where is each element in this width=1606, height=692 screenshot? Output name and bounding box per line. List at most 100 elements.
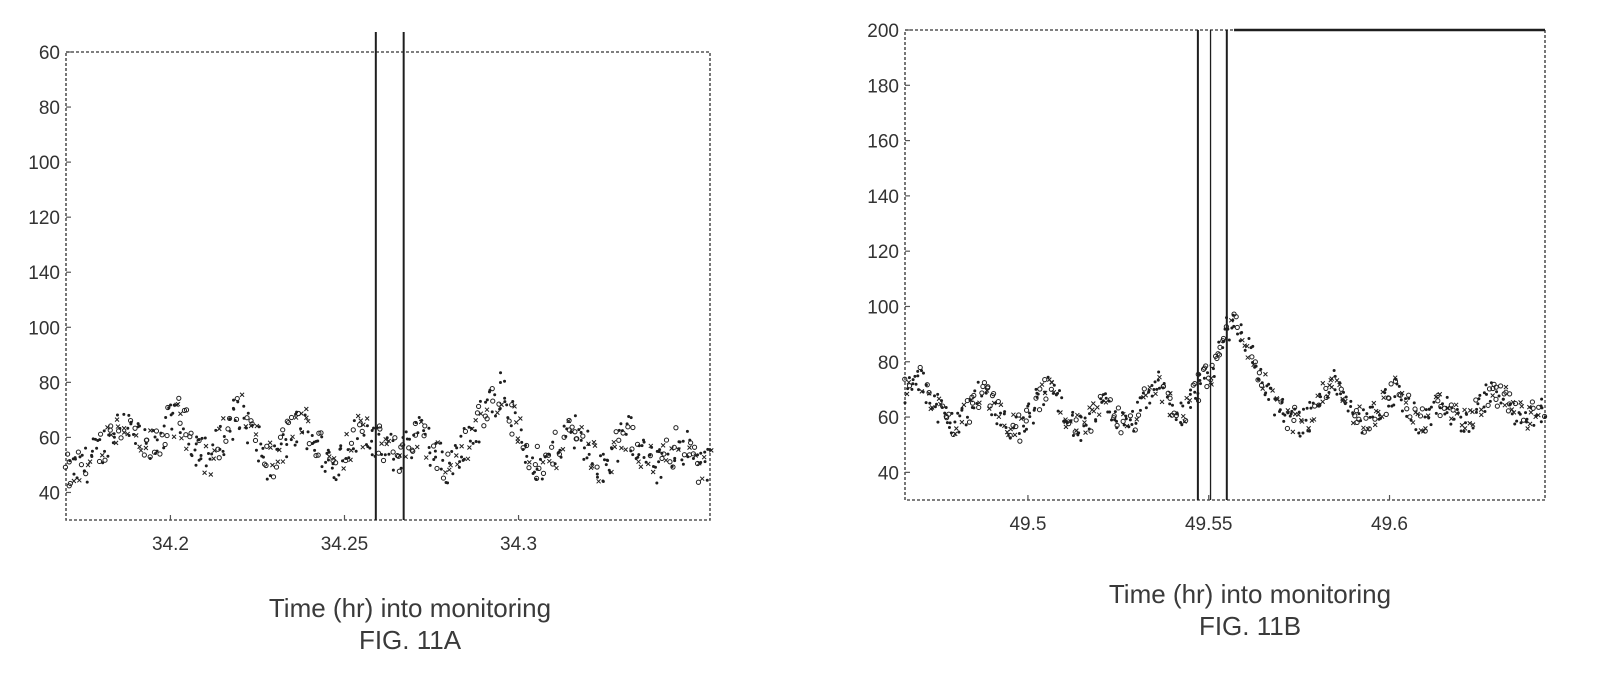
data-point — [977, 400, 982, 406]
x-tick-label: 34.25 — [321, 534, 369, 555]
data-point — [162, 446, 166, 450]
data-point — [1071, 410, 1075, 414]
data-point — [1465, 412, 1469, 416]
data-point — [499, 402, 504, 408]
data-point — [144, 437, 150, 443]
data-point — [1284, 425, 1291, 432]
data-point — [333, 460, 339, 466]
data-point — [96, 458, 103, 465]
data-point — [677, 447, 681, 451]
data-point — [1189, 388, 1193, 392]
data-point — [377, 432, 381, 436]
data-point — [484, 416, 490, 422]
data-point — [582, 457, 586, 461]
data-point — [155, 449, 159, 453]
data-point — [211, 443, 215, 447]
data-point — [976, 404, 982, 411]
data-point — [320, 435, 324, 439]
data-point — [1462, 426, 1468, 431]
data-point — [188, 430, 194, 436]
data-point — [127, 413, 131, 417]
data-point — [1417, 413, 1424, 419]
data-point — [350, 427, 356, 433]
data-point — [399, 466, 403, 470]
data-point — [112, 435, 116, 439]
data-point — [1361, 429, 1367, 435]
data-point — [1482, 391, 1486, 395]
data-point — [703, 460, 707, 464]
data-point — [1427, 416, 1431, 420]
data-point — [1141, 386, 1147, 392]
data-point — [231, 437, 235, 441]
data-point — [1412, 406, 1418, 412]
data-point — [953, 420, 957, 424]
data-point — [445, 451, 451, 457]
data-point — [202, 470, 207, 476]
data-point — [280, 459, 286, 464]
data-point — [1493, 396, 1499, 402]
y-tick-label: 80 — [39, 373, 60, 394]
data-point — [1437, 391, 1443, 397]
data-point — [1407, 414, 1413, 420]
data-point — [619, 422, 623, 426]
data-point — [337, 473, 341, 477]
data-point — [414, 421, 418, 425]
data-point — [515, 436, 521, 441]
data-points — [902, 311, 1548, 444]
data-point — [499, 371, 503, 375]
data-point — [1193, 390, 1197, 394]
data-point — [495, 410, 500, 416]
data-point — [1188, 392, 1192, 396]
data-point — [90, 449, 94, 453]
data-point — [324, 460, 328, 464]
data-point — [414, 444, 420, 450]
data-point — [370, 453, 374, 457]
data-point — [412, 432, 419, 438]
data-point — [1003, 410, 1007, 414]
x-axis-title: Time (hr) into monitoring — [268, 593, 552, 623]
data-point — [305, 418, 311, 424]
data-point — [1357, 404, 1362, 409]
data-point — [1467, 408, 1473, 413]
data-point — [1208, 375, 1214, 381]
data-point — [690, 451, 696, 457]
data-point — [1035, 395, 1039, 399]
data-point — [355, 437, 359, 441]
data-point — [1023, 418, 1029, 424]
data-point — [157, 451, 163, 457]
data-point — [936, 420, 940, 424]
data-point — [579, 431, 583, 435]
data-point — [431, 443, 437, 449]
data-point — [380, 453, 384, 457]
data-point — [503, 379, 507, 383]
data-point — [392, 435, 398, 441]
data-point — [171, 434, 177, 440]
data-point — [132, 425, 138, 431]
data-point — [1488, 399, 1492, 403]
data-point — [427, 445, 431, 449]
data-point — [1127, 425, 1131, 429]
y-tick-label: 60 — [878, 408, 899, 429]
data-point — [1323, 385, 1329, 392]
data-point — [1004, 425, 1008, 429]
data-point — [310, 434, 314, 438]
data-point — [1301, 431, 1305, 435]
data-point — [107, 433, 111, 437]
x-tick-label: 34.2 — [152, 534, 189, 555]
data-point — [446, 481, 450, 485]
data-point — [1329, 384, 1335, 390]
data-point — [108, 432, 114, 438]
data-point — [611, 439, 617, 445]
data-point — [1524, 411, 1528, 415]
data-point — [234, 395, 240, 402]
data-point — [459, 434, 463, 438]
data-point — [1049, 380, 1055, 385]
data-point — [1339, 392, 1343, 396]
data-point — [1459, 415, 1463, 419]
data-point — [208, 472, 214, 477]
data-point — [93, 437, 97, 441]
data-point — [1452, 417, 1456, 421]
data-point — [1540, 397, 1544, 401]
data-point — [1290, 409, 1294, 413]
data-point — [80, 453, 84, 457]
